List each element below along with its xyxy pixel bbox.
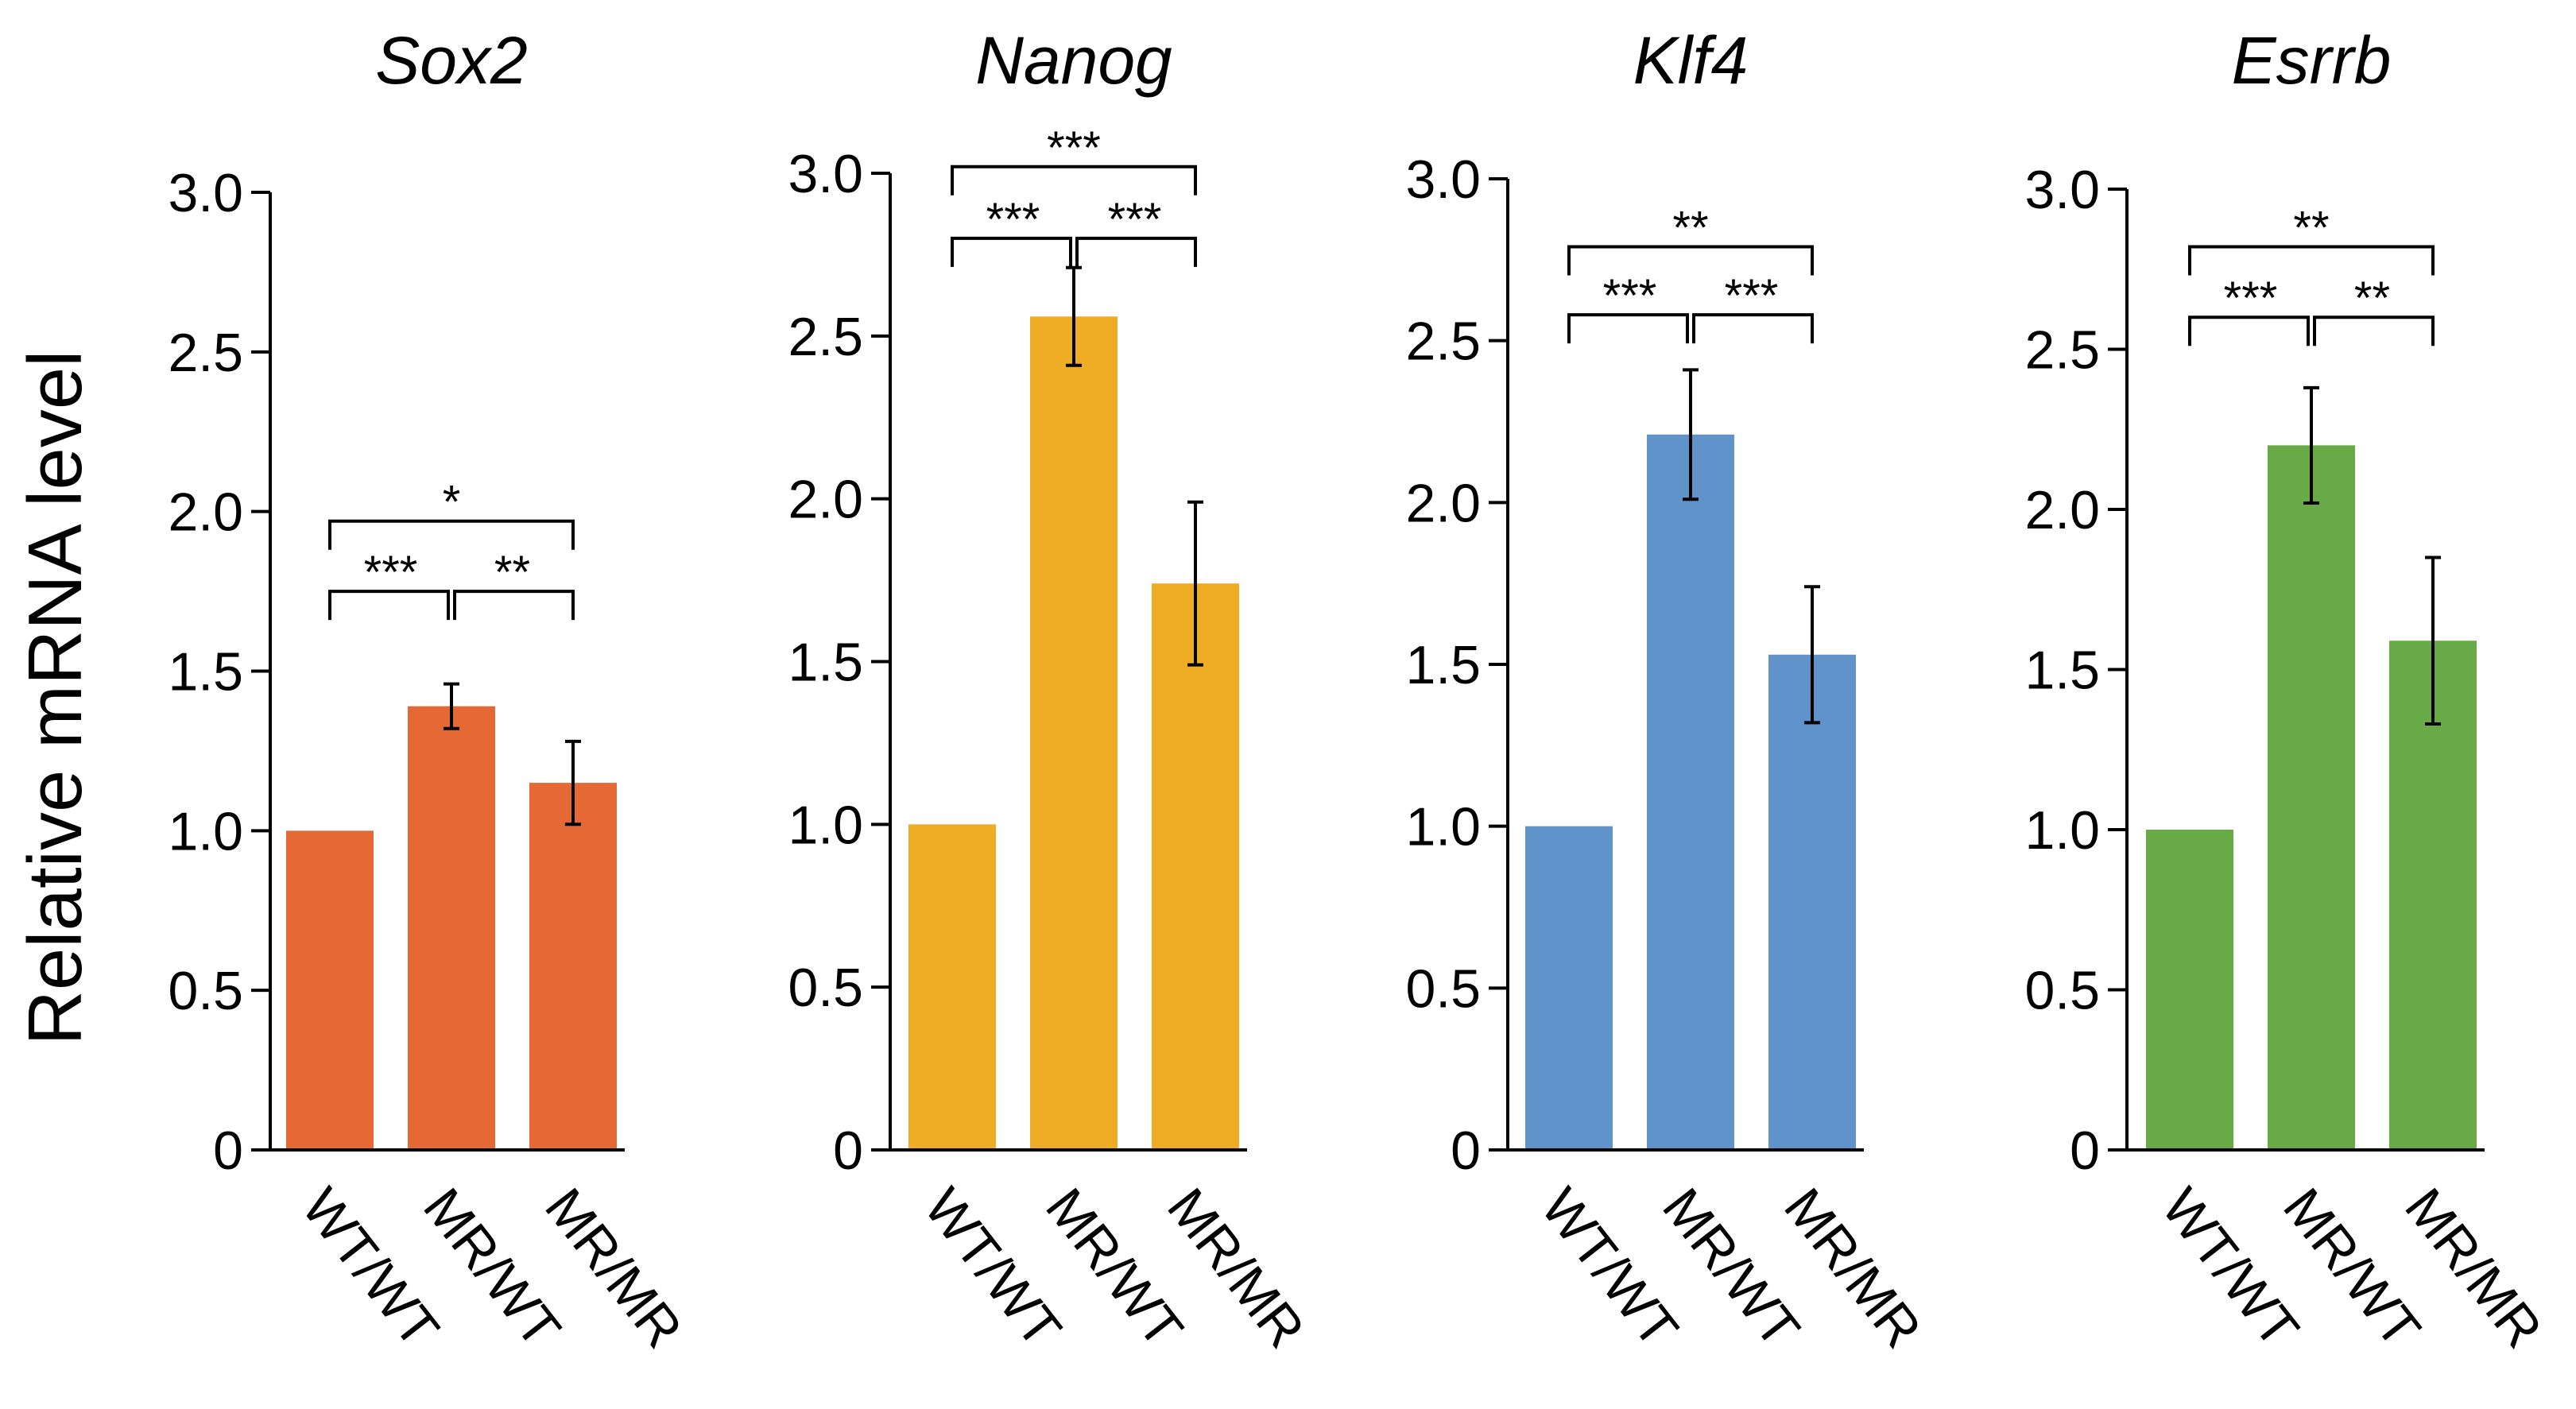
y-tick-label: 0 — [213, 1121, 243, 1181]
y-tick-label: 2.0 — [1405, 473, 1481, 533]
significance-bracket — [2313, 315, 2435, 346]
y-tick-label: 2.0 — [2024, 480, 2100, 540]
chart-title: Nanog — [975, 23, 1172, 98]
significance-label: ** — [2354, 273, 2390, 324]
significance-bracket — [1075, 236, 1197, 267]
y-tick-label: 0.5 — [788, 958, 863, 1018]
y-tick-label: 1.0 — [1405, 797, 1481, 857]
y-tick-label: 0 — [1451, 1121, 1481, 1181]
y-tick-label: 3.0 — [168, 163, 243, 223]
significance-label: ** — [494, 547, 530, 598]
bar-wt-wt — [908, 824, 996, 1148]
y-tick-label: 0.5 — [168, 961, 243, 1021]
chart-title: Esrrb — [2232, 23, 2392, 98]
significance-bracket — [951, 165, 1197, 195]
bar-mr-mr — [1768, 654, 1856, 1148]
significance-bracket — [453, 590, 575, 621]
y-tick-label: 1.5 — [1405, 635, 1481, 695]
y-axis-label: Relative mRNA level — [13, 350, 98, 1046]
y-tick-label: 2.5 — [2024, 320, 2100, 381]
chart-panel-klf4: Klf400.51.01.52.02.53.0WT/WTMR/WTMR/MR**… — [1405, 23, 1932, 1359]
significance-bracket — [1567, 313, 1689, 344]
y-tick-label: 1.5 — [168, 642, 243, 703]
significance-label: * — [443, 477, 461, 528]
significance-label: ** — [1672, 203, 1708, 254]
y-tick-label: 1.0 — [168, 801, 243, 861]
bar-mr-mr — [529, 783, 617, 1148]
chart-panel-nanog: Nanog00.51.01.52.02.53.0WT/WTMR/WTMR/MR*… — [788, 23, 1315, 1359]
y-tick-label: 1.5 — [788, 633, 863, 693]
y-tick-label: 0 — [833, 1121, 863, 1181]
bar-mr-wt — [2268, 445, 2355, 1148]
significance-bracket — [1567, 245, 1814, 276]
significance-label: *** — [1108, 194, 1162, 246]
significance-bracket — [328, 590, 450, 621]
y-tick-label: 3.0 — [788, 144, 863, 204]
chart-panel-esrrb: Esrrb00.51.01.52.02.53.0WT/WTMR/WTMR/MR*… — [2024, 23, 2553, 1359]
y-tick-label: 2.5 — [788, 307, 863, 367]
significance-bracket — [1692, 313, 1814, 344]
bar-wt-wt — [2146, 830, 2233, 1148]
bar-wt-wt — [1525, 826, 1613, 1148]
y-tick-label: 3.0 — [2024, 160, 2100, 220]
y-tick-label: 3.0 — [1405, 149, 1481, 210]
y-tick-label: 0.5 — [1405, 958, 1481, 1019]
y-tick-label: 2.0 — [168, 482, 243, 543]
significance-label: *** — [364, 547, 418, 598]
chart-title: Sox2 — [375, 23, 527, 98]
bar-mr-wt — [1030, 316, 1118, 1149]
chart-title: Klf4 — [1633, 23, 1749, 98]
significance-label: *** — [1725, 270, 1779, 322]
significance-bracket — [328, 519, 575, 550]
y-tick-label: 1.5 — [2024, 641, 2100, 701]
y-tick-label: 1.0 — [2024, 800, 2100, 861]
bar-mr-wt — [1647, 434, 1734, 1148]
significance-bracket — [951, 236, 1072, 267]
bar-wt-wt — [286, 830, 374, 1148]
significance-label: *** — [1047, 122, 1101, 174]
significance-label: *** — [986, 194, 1040, 246]
chart-panel-sox2: Sox200.51.01.52.02.53.0WT/WTMR/WTMR/MR**… — [168, 23, 693, 1359]
significance-bracket — [2188, 315, 2310, 346]
bar-mr-wt — [408, 706, 495, 1148]
y-tick-label: 2.5 — [1405, 312, 1481, 372]
y-tick-label: 2.5 — [168, 323, 243, 383]
y-tick-label: 0.5 — [2024, 961, 2100, 1021]
y-tick-label: 2.0 — [788, 470, 863, 530]
significance-label: *** — [2224, 273, 2278, 324]
significance-label: ** — [2293, 203, 2329, 254]
y-tick-label: 0 — [2070, 1121, 2100, 1181]
bar-mr-mr — [1152, 583, 1239, 1148]
significance-label: *** — [1603, 270, 1657, 322]
y-tick-label: 1.0 — [788, 795, 863, 855]
significance-bracket — [2188, 245, 2435, 276]
chart-panels: Sox200.51.01.52.02.53.0WT/WTMR/WTMR/MR**… — [168, 23, 2553, 1359]
